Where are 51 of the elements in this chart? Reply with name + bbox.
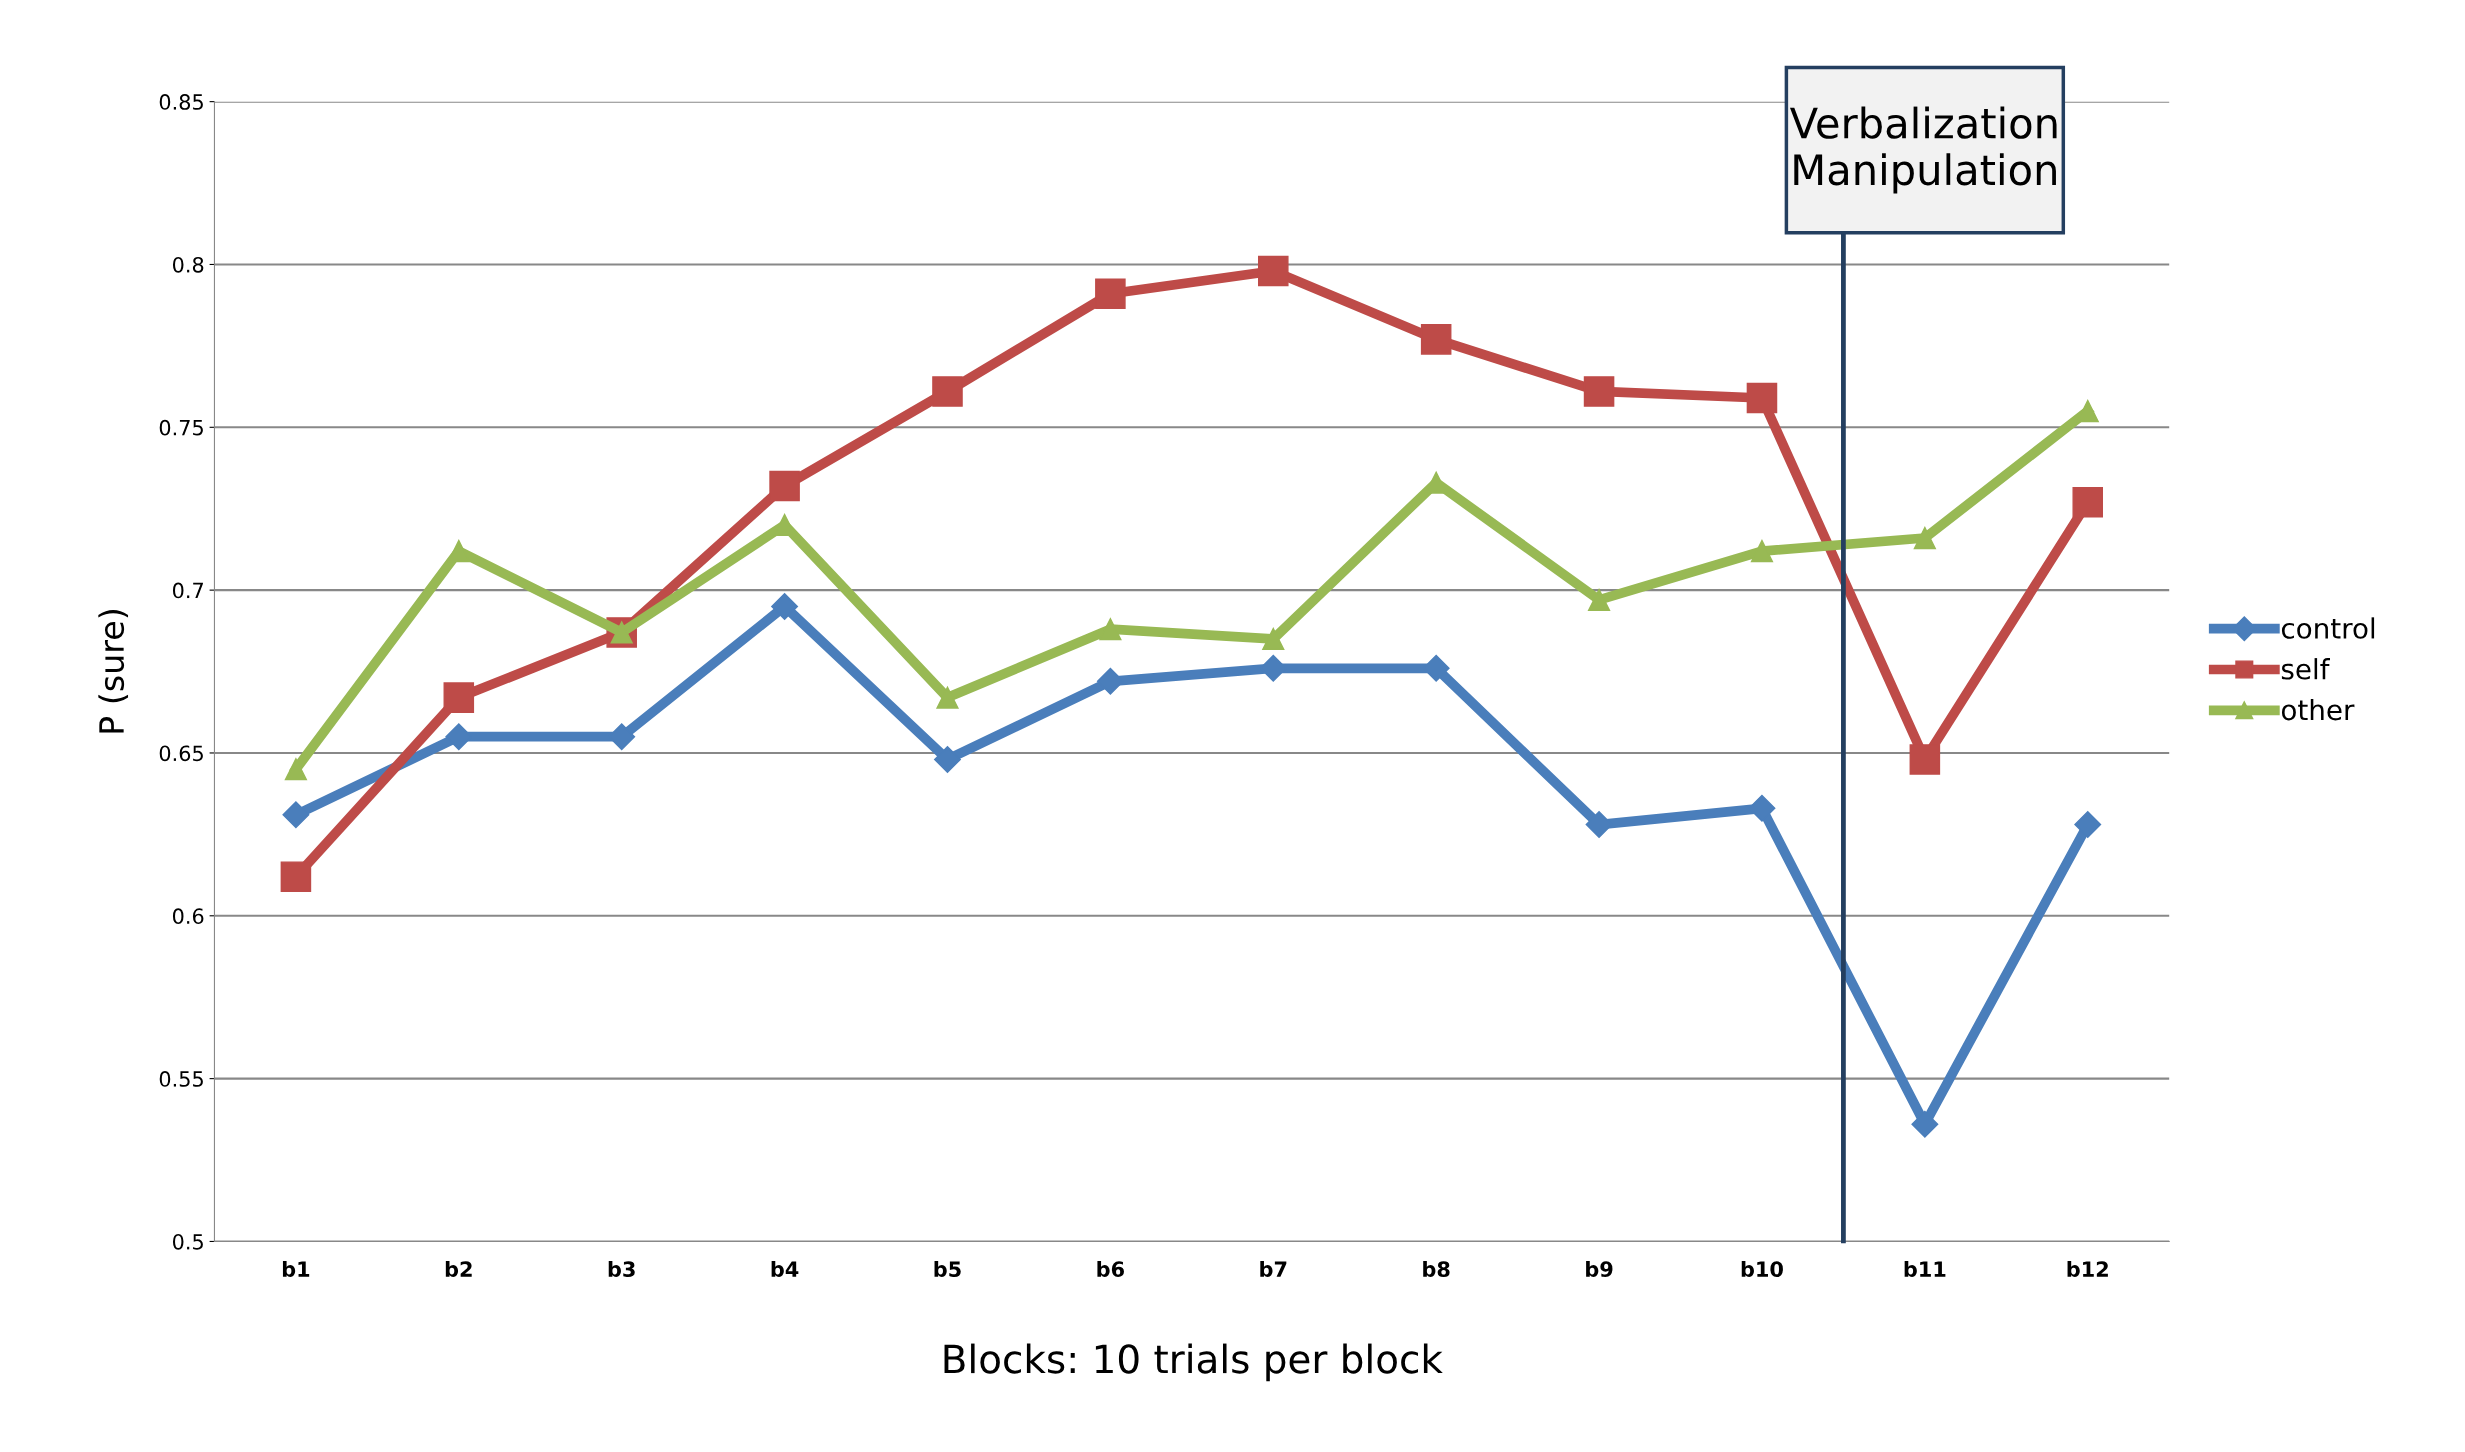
point: [2072, 486, 2104, 518]
x-tick-label: b1: [282, 1260, 310, 1278]
annotation: Verbalization Manipulation: [1789, 106, 2057, 194]
y-tick-label: 0.55: [159, 1071, 203, 1087]
x-tick-label: b4: [771, 1260, 799, 1278]
point: [1583, 376, 1615, 407]
point: [284, 758, 308, 781]
x-tick-label: b5: [934, 1260, 961, 1278]
legend-label: self: [2281, 658, 2330, 680]
y-tick-label: 0.85: [159, 94, 203, 110]
point: [443, 682, 475, 713]
point: [1420, 324, 1452, 355]
x-axis-title: Blocks: 10 trials per block: [944, 1343, 1443, 1382]
point: [1913, 526, 1936, 550]
x-tick-label: b8: [1423, 1260, 1450, 1278]
x-tick-label: b10: [1741, 1260, 1783, 1278]
x-tick-label: b12: [2067, 1260, 2108, 1278]
y-tick-label: 0.5: [172, 1233, 203, 1250]
point: [1587, 588, 1611, 612]
point: [280, 861, 312, 892]
point: [1909, 744, 1941, 775]
x-tick-label: b9: [1586, 1260, 1613, 1278]
legend-label: control: [2281, 617, 2375, 639]
y-tick-label: 0.75: [159, 419, 203, 436]
legend-label: other: [2281, 698, 2355, 721]
point: [769, 470, 800, 502]
point: [1099, 618, 1122, 641]
point: [1911, 1110, 1939, 1138]
point: [936, 686, 959, 709]
point: [1750, 539, 1774, 563]
x-tick-label: b2: [445, 1260, 472, 1278]
y-axis-title: P (sure): [98, 610, 129, 733]
point: [1262, 627, 1285, 651]
point: [771, 592, 799, 620]
point: [1257, 255, 1289, 287]
point: [282, 801, 310, 829]
y-tick-label: 0.65: [159, 745, 203, 762]
point: [2074, 811, 2102, 839]
point: [1096, 667, 1124, 695]
point: [932, 376, 963, 407]
point: [1095, 278, 1126, 310]
y-tick-label: 0.7: [172, 582, 203, 599]
x-tick-label: b6: [1097, 1260, 1124, 1278]
y-tick-label: 0.6: [172, 908, 204, 925]
point: [1748, 794, 1776, 822]
x-tick-label: b3: [608, 1260, 635, 1278]
x-tick-label: b7: [1260, 1260, 1287, 1278]
x-tick-label: b11: [1904, 1260, 1946, 1278]
point: [934, 746, 961, 773]
y-tick-label: 0.8: [172, 256, 204, 273]
point: [1746, 382, 1778, 414]
